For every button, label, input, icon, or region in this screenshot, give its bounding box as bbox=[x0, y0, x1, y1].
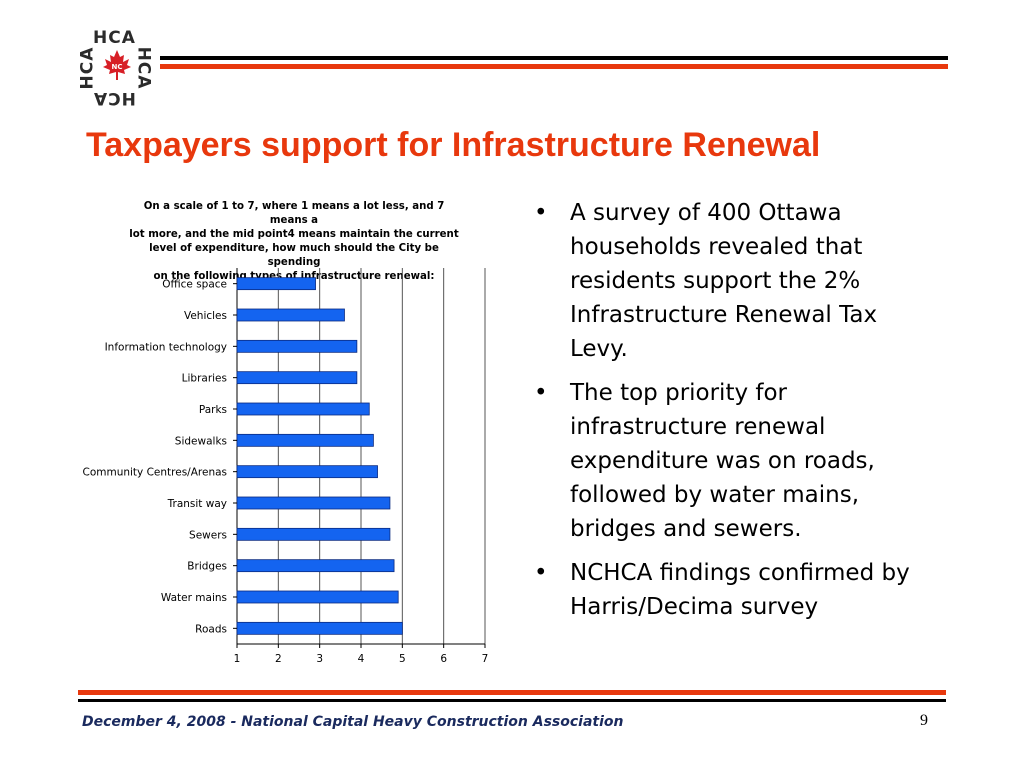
chart-title-line: lot more, and the mid point4 means maint… bbox=[129, 229, 459, 240]
x-tick-label: 6 bbox=[440, 653, 447, 665]
bullet-text: A survey of 400 Ottawa households reveal… bbox=[570, 200, 878, 362]
category-label: Office space bbox=[162, 279, 227, 291]
bar bbox=[236, 339, 358, 353]
bullet-text: NCHCA findings confirmed by Harris/Decim… bbox=[570, 560, 910, 620]
x-tick-label: 3 bbox=[316, 653, 323, 665]
category-label: Bridges bbox=[187, 561, 227, 573]
bar bbox=[236, 308, 345, 322]
chart-title: On a scale of 1 to 7, where 1 means a lo… bbox=[126, 200, 462, 284]
bar bbox=[236, 371, 358, 385]
slide-title: Taxpayers support for Infrastructure Ren… bbox=[86, 126, 821, 164]
bar bbox=[236, 621, 403, 635]
x-tick-label: 5 bbox=[399, 653, 406, 665]
bullet-item: • NCHCA findings confirmed by Harris/Deci… bbox=[534, 556, 934, 624]
maple-leaf-icon: NC bbox=[103, 50, 131, 80]
hca-logo: HCA HCA HCA HCA NC bbox=[74, 26, 158, 110]
category-label: Parks bbox=[199, 404, 227, 416]
chart-title-line: level of expenditure, how much should th… bbox=[149, 243, 439, 268]
bar bbox=[236, 433, 374, 447]
category-label: Sidewalks bbox=[175, 435, 227, 447]
category-label: Sewers bbox=[189, 529, 227, 541]
bar bbox=[236, 496, 391, 510]
bar bbox=[236, 590, 399, 604]
footer-text: December 4, 2008 - National Capital Heav… bbox=[82, 714, 624, 730]
category-label: Roads bbox=[195, 623, 227, 635]
bar bbox=[236, 402, 370, 416]
x-tick-label: 7 bbox=[482, 653, 489, 665]
logo-center-text: NC bbox=[112, 63, 123, 71]
category-label: Community Centres/Arenas bbox=[82, 467, 227, 479]
bullet-list: • A survey of 400 Ottawa households revea… bbox=[534, 196, 934, 634]
category-label: Water mains bbox=[161, 592, 227, 604]
x-tick-label: 4 bbox=[358, 653, 365, 665]
chart-title-line: On a scale of 1 to 7, where 1 means a lo… bbox=[143, 201, 445, 226]
bullet-dot: • bbox=[534, 380, 548, 406]
category-label: Vehicles bbox=[184, 310, 227, 322]
bullet-item: • A survey of 400 Ottawa households revea… bbox=[534, 196, 934, 366]
bullet-dot: • bbox=[534, 560, 548, 586]
header-rule-black bbox=[160, 56, 948, 60]
footer-rule-orange bbox=[78, 690, 946, 695]
x-tick-label: 1 bbox=[234, 653, 241, 665]
page-number: 9 bbox=[920, 712, 928, 729]
bar bbox=[236, 277, 316, 291]
header-rule-orange bbox=[160, 64, 948, 69]
bar bbox=[236, 527, 391, 541]
x-tick-label: 2 bbox=[275, 653, 282, 665]
bar bbox=[236, 465, 378, 479]
logo-text-top: HCA bbox=[93, 28, 136, 48]
footer-rule-black bbox=[78, 699, 946, 702]
bar bbox=[236, 559, 395, 573]
bullet-item: • The top priority for infrastructure ren… bbox=[534, 376, 934, 546]
category-label: Information technology bbox=[105, 341, 227, 353]
bullet-text: The top priority for infrastructure rene… bbox=[570, 380, 875, 542]
chart-title-line: on the following types of infrastructure… bbox=[153, 271, 435, 282]
bullet-dot: • bbox=[534, 200, 548, 226]
category-label: Libraries bbox=[182, 373, 227, 385]
category-label: Transit way bbox=[167, 498, 227, 510]
